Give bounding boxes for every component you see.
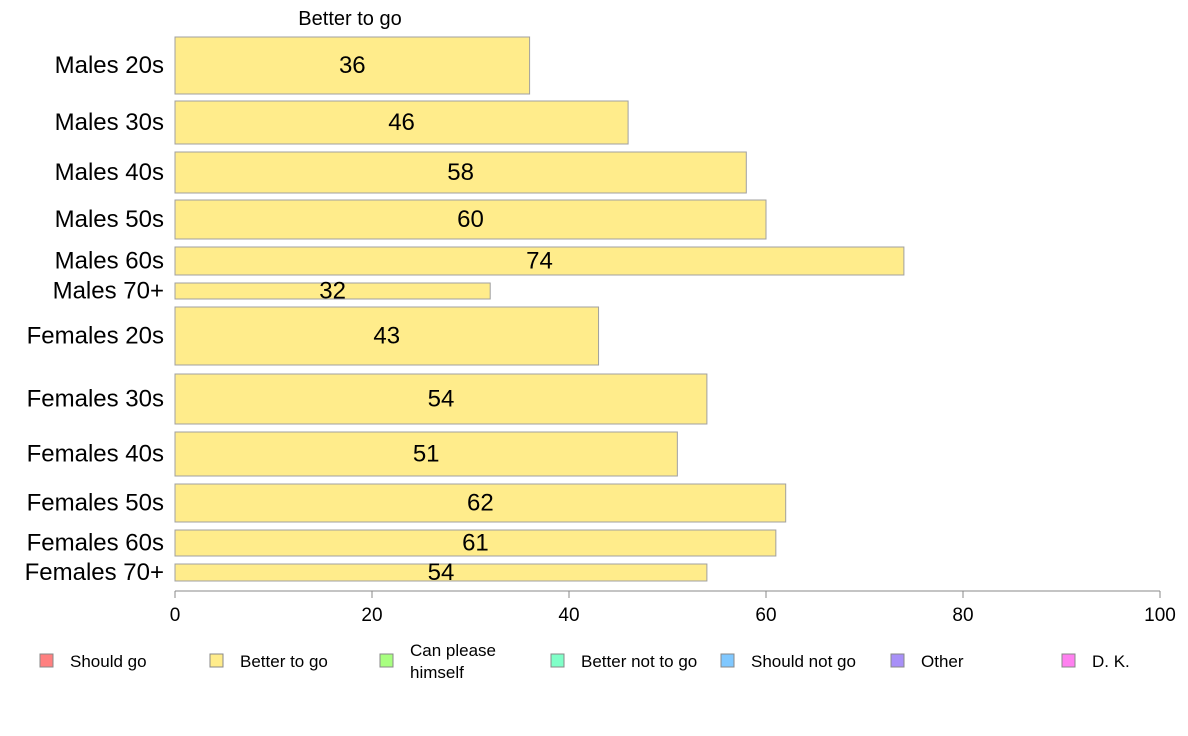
category-label: Males 20s	[55, 52, 164, 79]
bar-12	[174, 563, 708, 582]
category-label: Females 50s	[27, 490, 164, 517]
legend-swatch	[39, 653, 54, 668]
bar-4	[174, 199, 767, 240]
value-label: 58	[447, 159, 474, 186]
x-tick-label: 80	[952, 605, 973, 626]
x-tick-label: 100	[1144, 605, 1176, 626]
value-label: 51	[413, 441, 440, 468]
legend-swatch	[720, 653, 735, 668]
bar-7	[174, 306, 600, 366]
column-title: Better to go	[298, 8, 401, 30]
x-axis: 0 20 40 60 80 100	[170, 590, 1176, 626]
bar-8	[174, 373, 708, 425]
category-label: Males 60s	[55, 248, 164, 275]
legend-label: Better to go	[240, 652, 328, 671]
value-label: 54	[428, 559, 455, 586]
legend: Should go Better to go Can please himself Be…	[39, 641, 1130, 682]
legend-swatch	[550, 653, 565, 668]
value-label: 46	[388, 109, 415, 136]
bar-10	[174, 483, 787, 523]
category-label: Females 40s	[27, 441, 164, 468]
legend-swatch	[379, 653, 394, 668]
value-label: 62	[467, 490, 494, 517]
bar-11	[174, 529, 777, 557]
legend-label: Should not go	[751, 652, 856, 671]
category-label: Males 50s	[55, 206, 164, 233]
bar-1	[174, 36, 531, 95]
bar-9	[174, 431, 678, 477]
category-label: Males 40s	[55, 159, 164, 186]
category-label: Males 30s	[55, 109, 164, 136]
bar-3	[174, 151, 747, 194]
x-tick-label: 40	[558, 605, 579, 626]
category-label: Females 60s	[27, 530, 164, 557]
category-label: Females 70+	[25, 559, 164, 586]
bars-group: Males 20s 36 Males 30s 46 Males 40s 58 Males 5…	[25, 36, 905, 586]
value-label: 32	[319, 278, 346, 305]
category-label: Females 30s	[27, 386, 164, 413]
value-label: 60	[457, 206, 484, 233]
legend-label: D. K.	[1092, 652, 1130, 671]
value-label: 54	[428, 386, 455, 413]
legend-label: Can please himself	[410, 641, 496, 682]
legend-swatch	[1061, 653, 1076, 668]
legend-swatch	[209, 653, 224, 668]
value-label: 36	[339, 52, 366, 79]
legend-label: Better not to go	[581, 652, 697, 671]
bar-5	[174, 246, 905, 276]
category-label: Females 20s	[27, 323, 164, 350]
legend-label: Other	[921, 652, 964, 671]
x-tick-label: 20	[361, 605, 382, 626]
x-tick-label: 0	[170, 605, 181, 626]
value-label: 43	[373, 323, 400, 350]
bar-6	[174, 282, 491, 300]
value-label: 74	[526, 248, 553, 275]
x-tick-label: 60	[755, 605, 776, 626]
category-label: Males 70+	[53, 278, 164, 305]
legend-swatch	[890, 653, 905, 668]
legend-label: Should go	[70, 652, 147, 671]
value-label: 61	[462, 530, 489, 557]
bar-2	[174, 100, 629, 145]
